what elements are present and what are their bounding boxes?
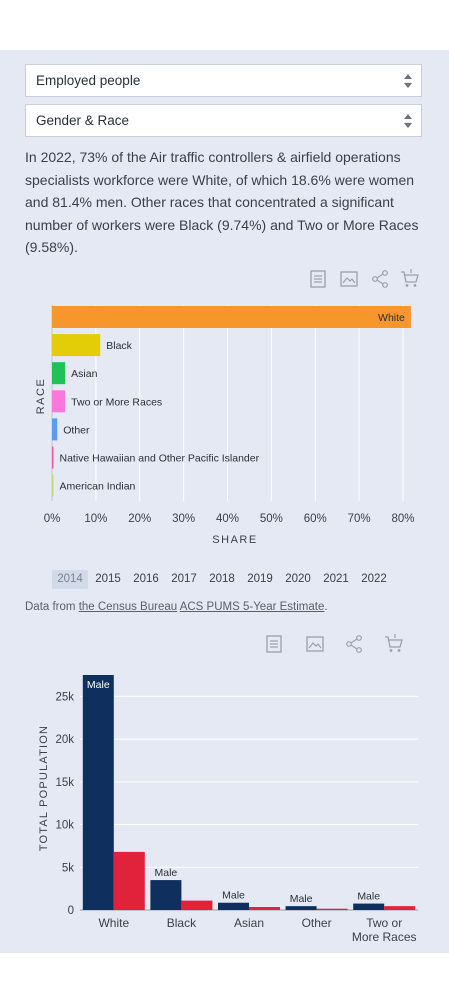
year-2018[interactable]: 2018 — [209, 573, 235, 585]
measure-select-value: Employed people — [36, 73, 141, 88]
chart-toolbar-1 — [308, 269, 420, 289]
bar-label-white: White — [378, 312, 405, 324]
x-tick-label: 40% — [216, 513, 239, 525]
y-tick-label: 5k — [62, 862, 74, 874]
bar-other[interactable] — [52, 418, 58, 441]
bar-male-black[interactable] — [150, 880, 182, 910]
data-label-two-or-more-races: Male — [357, 891, 380, 903]
bar-female-two-or-more-races[interactable] — [384, 906, 416, 910]
cart-icon[interactable] — [384, 634, 404, 654]
x-tick-label: 50% — [260, 513, 283, 525]
race-share-bar-chart: White Black Asian Two or More Races Other Nat… — [35, 305, 415, 546]
x-tick-label: 30% — [172, 513, 195, 525]
bar-native-hawaiian-and-other-pacific-islander[interactable] — [52, 446, 54, 469]
bar-two-or-more-races[interactable] — [52, 390, 66, 413]
bar-female-black[interactable] — [181, 900, 213, 910]
y-axis-title: RACE — [35, 378, 47, 415]
year-2019[interactable]: 2019 — [247, 573, 273, 585]
sort-arrows-icon — [404, 74, 412, 88]
bar-white[interactable] — [52, 306, 411, 328]
sort-arrows-icon — [404, 114, 412, 128]
image-icon[interactable] — [339, 269, 359, 289]
bar-male-asian[interactable] — [218, 902, 249, 910]
content-panel — [0, 50, 449, 953]
x-tick-label: 80% — [391, 513, 414, 525]
bar-label-other: Other — [63, 424, 90, 436]
x-axis-title: SHARE — [212, 534, 257, 546]
y-tick-label: 10k — [55, 820, 74, 832]
source-prefix: Data from — [25, 601, 79, 613]
y-axis-title: TOTAL POPULATION — [38, 725, 50, 851]
data-label-white: Male — [87, 679, 110, 691]
chart-description: In 2022, 73% of the Air traffic controll… — [25, 149, 419, 255]
year-2020[interactable]: 2020 — [285, 573, 311, 585]
bar-female-asian[interactable] — [249, 907, 280, 910]
bar-male-white[interactable] — [82, 675, 114, 910]
data-label-asian: Male — [222, 890, 245, 902]
bar-female-other[interactable] — [316, 908, 348, 910]
image-icon[interactable] — [305, 634, 325, 654]
x-category-label: Other — [302, 916, 332, 930]
population-by-race-gender-chart: Male Male Male Male Male 0 5k 10k 15k 20k 25k Whi… — [38, 675, 418, 944]
bar-male-two-or-more-races[interactable] — [353, 903, 385, 910]
bar-label-two-or-more-races: Two or More Races — [71, 396, 162, 408]
x-category-label: Black — [167, 916, 197, 930]
x-tick-label: 0% — [44, 513, 61, 525]
year-2016[interactable]: 2016 — [133, 573, 159, 585]
x-category-label: White — [98, 916, 129, 930]
bar-black[interactable] — [52, 334, 101, 357]
bar-female-white[interactable] — [113, 851, 145, 910]
y-tick-label: 0 — [68, 905, 74, 917]
x-tick-label: 10% — [84, 513, 107, 525]
bar-label-black: Black — [106, 340, 132, 352]
source-suffix: . — [324, 601, 328, 613]
data-label-black: Male — [155, 867, 178, 879]
x-tick-label: 60% — [304, 513, 327, 525]
bar-american-indian[interactable] — [52, 474, 54, 497]
share-icon[interactable] — [344, 634, 364, 654]
x-category-label: Two or — [366, 916, 402, 930]
bar-label-asian: Asian — [71, 368, 97, 380]
table-icon[interactable] — [308, 269, 328, 289]
bar-male-other[interactable] — [285, 906, 317, 910]
dimension-select-value: Gender & Race — [36, 113, 130, 128]
y-tick-label: 20k — [55, 734, 74, 746]
data-source: Data from the Census Bureau ACS PUMS 5-Y… — [25, 601, 328, 613]
x-category-label: More Races — [352, 930, 417, 944]
x-tick-label: 20% — [128, 513, 151, 525]
data-label-other: Male — [290, 893, 313, 905]
cart-icon[interactable] — [400, 269, 420, 289]
acs-pums-link[interactable]: ACS PUMS 5-Year Estimate — [179, 601, 325, 613]
census-bureau-link[interactable]: the Census Bureau — [78, 601, 178, 613]
bar-label-american-indian: American Indian — [60, 481, 136, 493]
year-2017[interactable]: 2017 — [171, 573, 197, 585]
x-tick-label: 70% — [348, 513, 371, 525]
year-2015[interactable]: 2015 — [95, 573, 121, 585]
bar-label-native-hawaiian-and-other-pacific-islander: Native Hawaiian and Other Pacific Island… — [60, 453, 260, 465]
year-2014[interactable]: 2014 — [52, 570, 88, 589]
bar-asian[interactable] — [52, 362, 66, 385]
chart-toolbar-2 — [264, 634, 404, 654]
dimension-select[interactable]: Gender & Race — [25, 104, 422, 137]
year-2022[interactable]: 2022 — [361, 573, 387, 585]
share-icon[interactable] — [370, 269, 390, 289]
year-2021[interactable]: 2021 — [323, 573, 349, 585]
measure-select[interactable]: Employed people — [25, 64, 422, 97]
x-category-label: Asian — [234, 916, 264, 930]
table-icon[interactable] — [264, 634, 284, 654]
y-tick-label: 15k — [55, 777, 74, 789]
y-tick-label: 25k — [55, 691, 74, 703]
